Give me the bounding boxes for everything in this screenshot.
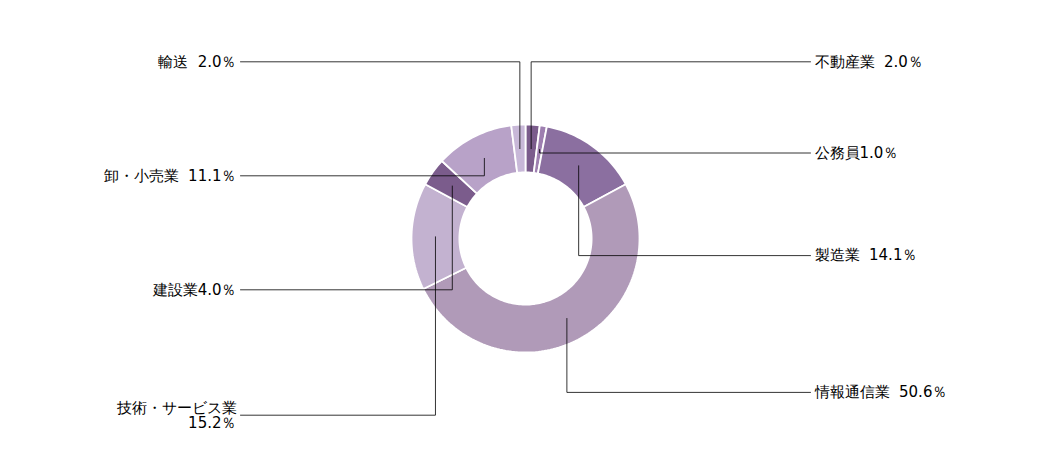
svg-text:卸・小売業 11.1％: 卸・小売業 11.1％ xyxy=(104,167,237,185)
svg-text:不動産業 2.0％: 不動産業 2.0％ xyxy=(815,53,923,71)
svg-text:製造業 14.1％: 製造業 14.1％ xyxy=(815,246,918,264)
svg-text:公務員1.0％: 公務員1.0％ xyxy=(815,144,899,162)
svg-text:輸送 2.0％: 輸送 2.0％ xyxy=(158,53,236,71)
svg-text:技術・サービス業15.2％: 技術・サービス業15.2％ xyxy=(116,399,237,432)
svg-text:建設業4.0％: 建設業4.0％ xyxy=(152,281,237,299)
svg-text:情報通信業 50.6％: 情報通信業 50.6％ xyxy=(814,383,948,401)
